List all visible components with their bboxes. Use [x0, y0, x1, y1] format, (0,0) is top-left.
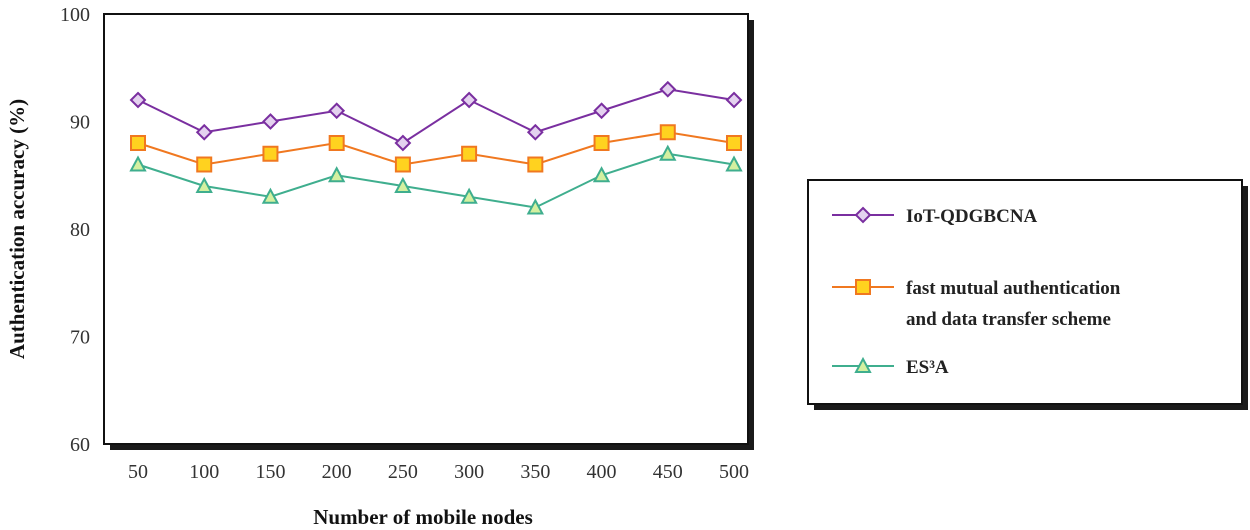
x-tick-label: 450: [653, 461, 683, 483]
data-point-triangle: [725, 155, 743, 172]
data-point-triangle: [592, 166, 611, 183]
x-tick-label: 400: [587, 461, 617, 483]
data-point-diamond: [460, 91, 478, 109]
y-tick-label: 80: [70, 219, 90, 241]
x-tick-label: 150: [255, 461, 285, 483]
y-axis-title: Authentication accuracy (%): [5, 99, 29, 359]
data-point-triangle: [327, 166, 346, 183]
x-tick-label: 500: [719, 461, 749, 483]
data-point-triangle: [394, 176, 412, 193]
data-point-diamond: [129, 91, 147, 109]
legend-entry: ES³A: [832, 356, 949, 378]
legend-label: fast mutual authentication: [906, 278, 1121, 299]
x-tick-label: 350: [520, 461, 550, 483]
legend-items: IoT-QDGBCNA fast mutual authentication and…: [832, 206, 1121, 378]
data-point-square: [659, 124, 676, 141]
data-point-triangle: [460, 187, 478, 204]
data-point-diamond: [725, 91, 743, 109]
x-tick-label: 50: [128, 461, 148, 483]
x-axis-ticks: 50 100 150 200 250 300 350 400 450 500: [128, 461, 749, 483]
series-square: [130, 124, 742, 173]
data-point-square: [130, 135, 146, 151]
data-point-square: [196, 156, 213, 173]
plot-area: [103, 13, 749, 445]
series-line: [137, 131, 735, 166]
series-diamond: [129, 80, 743, 152]
legend-entry: fast mutual authentication and data trans…: [832, 278, 1121, 330]
data-point-diamond: [328, 102, 346, 120]
data-point-triangle: [261, 187, 280, 204]
x-tick-label: 300: [454, 461, 484, 483]
data-point-square: [394, 156, 411, 173]
data-point-diamond: [526, 123, 544, 141]
y-axis-ticks: 60 70 80 90 100: [60, 4, 90, 456]
data-point-triangle: [195, 176, 213, 193]
data-point-triangle: [129, 155, 147, 172]
data-point-diamond: [394, 134, 412, 152]
y-tick-label: 60: [70, 434, 90, 456]
x-tick-label: 100: [189, 461, 219, 483]
data-point-triangle: [659, 144, 677, 161]
legend-label: and data transfer scheme: [906, 309, 1111, 330]
legend-marker-square: [855, 279, 871, 295]
series-triangle: [129, 144, 743, 215]
y-tick-label: 90: [70, 112, 90, 134]
data-point-diamond: [262, 113, 279, 130]
legend-marker-diamond: [854, 206, 872, 224]
data-point-diamond: [593, 102, 610, 120]
data-point-triangle: [526, 198, 545, 215]
data-point-square: [726, 135, 742, 151]
data-point-square: [328, 135, 345, 151]
legend-label: IoT-QDGBCNA: [906, 206, 1038, 227]
data-point-square: [593, 135, 610, 151]
y-tick-label: 70: [70, 327, 90, 349]
data-point-square: [527, 156, 544, 173]
data-point-square: [461, 145, 478, 162]
data-point-diamond: [195, 123, 213, 141]
x-tick-label: 200: [322, 461, 352, 483]
series-line: [137, 88, 735, 145]
y-tick-label: 100: [60, 4, 90, 26]
legend-marker-triangle: [854, 356, 872, 373]
series-line: [137, 152, 735, 209]
x-axis-title: Number of mobile nodes: [313, 505, 533, 529]
legend-label: ES³A: [906, 357, 949, 378]
x-tick-label: 250: [388, 461, 418, 483]
series-layer: [129, 80, 743, 215]
data-point-square: [262, 145, 279, 162]
legend-entry: IoT-QDGBCNA: [832, 206, 1038, 227]
data-point-diamond: [659, 80, 677, 98]
